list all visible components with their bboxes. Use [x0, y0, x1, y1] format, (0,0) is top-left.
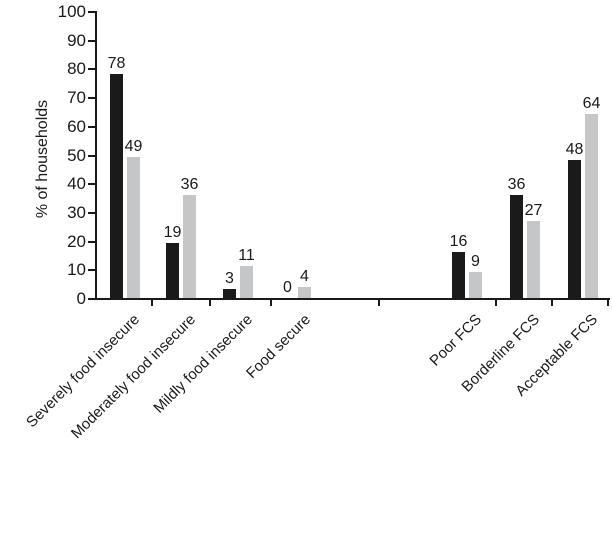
y-axis-tick-label: 80	[67, 59, 86, 79]
x-axis-tick	[209, 300, 211, 306]
y-axis-tick-label: 40	[67, 174, 86, 194]
category-label-6: Acceptable FCS	[512, 311, 602, 400]
category-label-2: Mildly food insecure	[150, 311, 257, 417]
bar-series-black-1	[165, 243, 180, 298]
bar-series-gray-1	[182, 194, 197, 298]
y-axis-line	[95, 11, 97, 300]
x-axis-tick	[151, 300, 153, 306]
y-axis-tick	[88, 211, 95, 214]
y-axis-tick-label: 10	[67, 260, 86, 280]
x-axis-tick	[270, 300, 272, 306]
y-axis-tick-label: 20	[67, 231, 86, 251]
bar-series-black-2	[222, 289, 237, 298]
y-axis-tick	[88, 269, 95, 272]
y-axis-tick	[88, 39, 95, 42]
value-label-series-black-6: 48	[565, 141, 584, 159]
y-axis-tick-label: 90	[67, 30, 86, 50]
y-axis-tick-label: 30	[67, 202, 86, 222]
y-axis-tick	[88, 298, 95, 300]
y-axis-tick-label: 0	[76, 289, 86, 308]
value-label-series-gray-4: 9	[471, 253, 480, 271]
y-axis-tick	[88, 154, 95, 157]
bar-series-gray-6	[584, 114, 599, 298]
value-label-series-gray-1: 36	[180, 175, 199, 193]
x-axis-tick	[378, 300, 380, 306]
bar-series-gray-4	[468, 272, 483, 298]
x-axis-tick	[495, 300, 497, 306]
value-label-series-gray-6: 64	[582, 95, 601, 113]
bar-series-black-0	[109, 74, 124, 298]
x-axis-tick	[551, 300, 553, 306]
value-label-series-gray-3: 4	[300, 267, 309, 285]
y-axis-tick	[88, 240, 95, 243]
bar-series-black-4	[451, 252, 466, 298]
x-axis-tick	[607, 300, 609, 306]
bar-series-gray-5	[526, 220, 541, 298]
y-axis-tick	[88, 68, 95, 71]
category-label-4: Poor FCS	[426, 311, 486, 370]
bar-series-black-5	[509, 194, 524, 298]
y-axis-tick	[88, 11, 95, 13]
bar-series-gray-0	[126, 157, 141, 298]
value-label-series-gray-5: 27	[524, 201, 543, 219]
value-label-series-black-4: 16	[449, 233, 468, 251]
value-label-series-black-5: 36	[507, 175, 526, 193]
x-axis-line	[95, 298, 610, 300]
bar-series-gray-2	[239, 266, 254, 298]
y-axis-tick	[88, 125, 95, 128]
bar-series-gray-3	[297, 286, 312, 298]
y-axis-tick	[88, 183, 95, 186]
y-axis-tick-label: 70	[67, 88, 86, 108]
value-label-series-gray-2: 11	[238, 247, 255, 265]
value-label-series-black-2: 3	[225, 270, 234, 288]
value-label-series-black-3: 0	[283, 279, 292, 296]
bar-chart: % of households 0 10 20 30 40 50 60 70 80 90 100 78…	[23, 2, 610, 442]
bar-series-black-6	[567, 160, 582, 298]
category-label-3: Food secure	[243, 311, 315, 382]
value-label-series-black-0: 78	[107, 55, 126, 73]
y-axis-tick-label: 50	[67, 145, 86, 165]
y-axis-tick-label: 60	[67, 116, 86, 136]
y-axis-tick-label: 100	[57, 2, 86, 21]
value-label-series-gray-0: 49	[124, 138, 143, 156]
category-label-5: Borderline FCS	[458, 311, 544, 396]
y-axis-tick	[88, 97, 95, 100]
value-label-series-black-1: 19	[163, 224, 182, 242]
